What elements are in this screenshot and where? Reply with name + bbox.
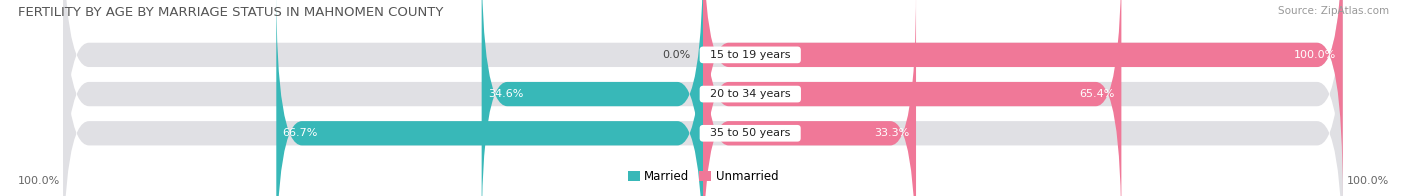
FancyBboxPatch shape [703, 0, 917, 196]
FancyBboxPatch shape [63, 0, 1343, 196]
Text: 100.0%: 100.0% [1294, 50, 1336, 60]
FancyBboxPatch shape [277, 0, 703, 196]
FancyBboxPatch shape [703, 0, 1122, 196]
FancyBboxPatch shape [63, 0, 1343, 196]
Text: FERTILITY BY AGE BY MARRIAGE STATUS IN MAHNOMEN COUNTY: FERTILITY BY AGE BY MARRIAGE STATUS IN M… [18, 6, 444, 19]
Text: 66.7%: 66.7% [283, 128, 318, 138]
Text: 100.0%: 100.0% [18, 176, 60, 186]
Text: 20 to 34 years: 20 to 34 years [703, 89, 797, 99]
Text: 0.0%: 0.0% [662, 50, 690, 60]
Text: 33.3%: 33.3% [875, 128, 910, 138]
Text: 65.4%: 65.4% [1080, 89, 1115, 99]
FancyBboxPatch shape [482, 0, 703, 196]
Text: Source: ZipAtlas.com: Source: ZipAtlas.com [1278, 6, 1389, 16]
FancyBboxPatch shape [703, 0, 1343, 196]
Text: 35 to 50 years: 35 to 50 years [703, 128, 797, 138]
Text: 34.6%: 34.6% [488, 89, 523, 99]
Text: 100.0%: 100.0% [1347, 176, 1389, 186]
Text: 15 to 19 years: 15 to 19 years [703, 50, 797, 60]
FancyBboxPatch shape [63, 0, 1343, 196]
Legend: Married, Unmarried: Married, Unmarried [623, 166, 783, 188]
